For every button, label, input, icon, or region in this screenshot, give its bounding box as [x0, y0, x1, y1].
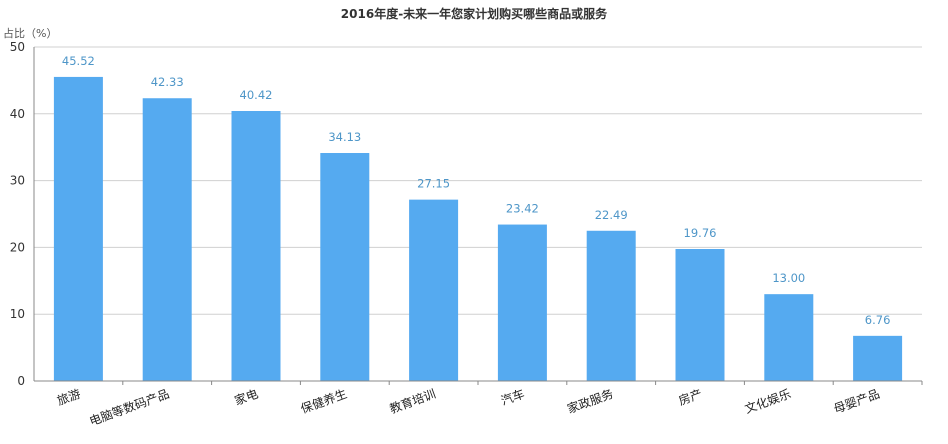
data-label: 19.76	[684, 226, 717, 240]
bar	[497, 224, 547, 381]
bar	[764, 294, 814, 381]
bar	[586, 230, 636, 381]
x-tick-label: 电脑等数码产品	[87, 386, 171, 429]
x-tick-label: 汽车	[499, 386, 527, 408]
data-label: 34.13	[328, 130, 361, 144]
y-axis-label: 占比（%）	[3, 26, 57, 40]
bar	[853, 335, 903, 381]
x-tick-label: 家电	[232, 386, 260, 408]
bar	[231, 110, 281, 382]
y-tick-label: 50	[10, 40, 25, 54]
data-label: 45.52	[62, 54, 95, 68]
y-tick-label: 30	[10, 174, 25, 188]
x-tick-label: 房产	[676, 386, 704, 408]
bars	[53, 76, 903, 382]
x-tick-label: 母婴产品	[832, 387, 882, 417]
data-label: 40.42	[240, 88, 273, 102]
bar	[675, 249, 725, 381]
x-tick-label: 教育培训	[387, 386, 437, 417]
bar	[53, 76, 103, 382]
y-tick-label: 10	[10, 307, 25, 321]
data-label: 6.76	[865, 313, 891, 327]
data-label: 27.15	[417, 177, 450, 191]
data-label: 23.42	[506, 202, 539, 216]
chart-title: 2016年度-未来一年您家计划购买哪些商品或服务	[341, 6, 608, 21]
x-tick-label: 保健养生	[299, 386, 349, 417]
bar	[409, 199, 459, 381]
bar	[142, 98, 192, 382]
data-label: 22.49	[595, 208, 628, 222]
x-tick-label: 家政服务	[565, 386, 615, 417]
y-tick-label: 20	[10, 240, 25, 254]
data-label: 13.00	[772, 271, 805, 285]
bar	[320, 153, 370, 381]
data-label: 42.33	[151, 75, 184, 89]
x-tick-label: 文化娱乐	[743, 386, 793, 417]
x-tick-label: 旅游	[55, 387, 82, 408]
y-tick-label: 0	[17, 374, 25, 388]
value-labels: 45.52 42.33 40.42 34.13 27.15 23.42 22.49 19.76…	[62, 54, 890, 327]
y-tick-label: 40	[10, 107, 25, 121]
